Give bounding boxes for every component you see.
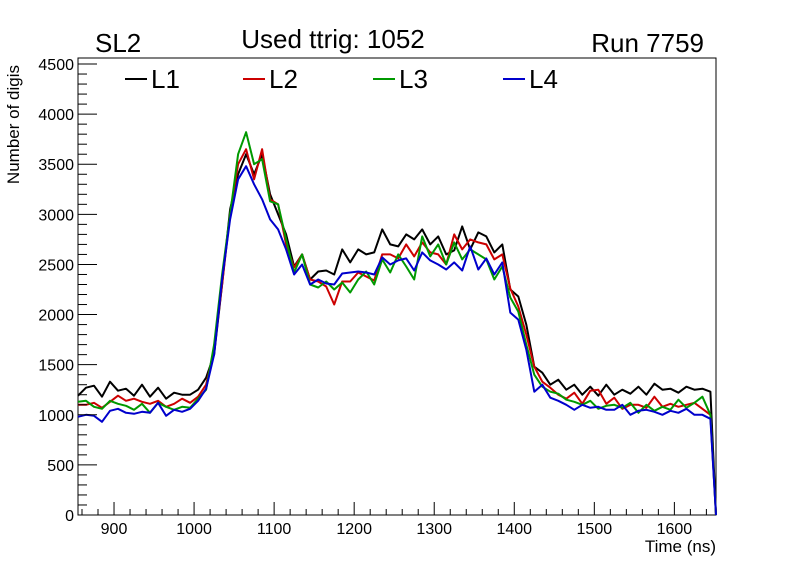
y-tick-label: 4000 (38, 107, 74, 124)
y-tick-label: 2500 (38, 257, 74, 274)
x-tick-label: 1000 (176, 521, 212, 538)
x-tick-label: 1300 (416, 521, 452, 538)
x-tick-label: 1600 (657, 521, 693, 538)
x-tick-label: 1500 (577, 521, 613, 538)
legend-label-l4: L4 (529, 64, 558, 94)
header-left-label: SL2 (95, 28, 141, 58)
chart-title: Used ttrig: 1052 (241, 24, 425, 54)
legend-label-l1: L1 (151, 64, 180, 94)
legend-label-l3: L3 (399, 64, 428, 94)
y-tick-label: 1500 (38, 358, 74, 375)
x-tick-label: 1200 (336, 521, 372, 538)
y-tick-label: 4500 (38, 57, 74, 74)
plot-frame (77, 57, 717, 516)
series-line-l1 (77, 153, 717, 516)
y-tick-label: 3000 (38, 207, 74, 224)
y-tick-label: 2000 (38, 308, 74, 325)
y-tick-label: 1000 (38, 408, 74, 425)
series-lines (77, 131, 717, 516)
plot-area: 900 1000 1100 1200 1300 1400 1500 1600 0 500 1000… (38, 57, 717, 538)
y-tick-label: 0 (65, 508, 74, 525)
y-axis: 0 500 1000 1500 2000 2500 3000 3500 4000 4500 (38, 57, 97, 525)
y-tick-label: 500 (47, 458, 74, 475)
legend-label-l2: L2 (269, 64, 298, 94)
x-tick-label: 1100 (257, 521, 292, 538)
x-tick-label: 1400 (496, 521, 532, 538)
y-axis-label: Number of digis (4, 65, 23, 184)
series-line-l2 (78, 148, 717, 516)
series-line-l4 (77, 165, 717, 516)
header-right-label: Run 7759 (591, 28, 704, 58)
x-axis-label: Time (ns) (645, 537, 716, 556)
x-tick-label: 900 (101, 521, 128, 538)
y-tick-label: 3500 (38, 157, 74, 174)
series-line-l3 (77, 131, 717, 516)
legend: L1 L2 L3 L4 (125, 64, 558, 94)
x-axis: 900 1000 1100 1200 1300 1400 1500 1600 (81, 502, 707, 538)
